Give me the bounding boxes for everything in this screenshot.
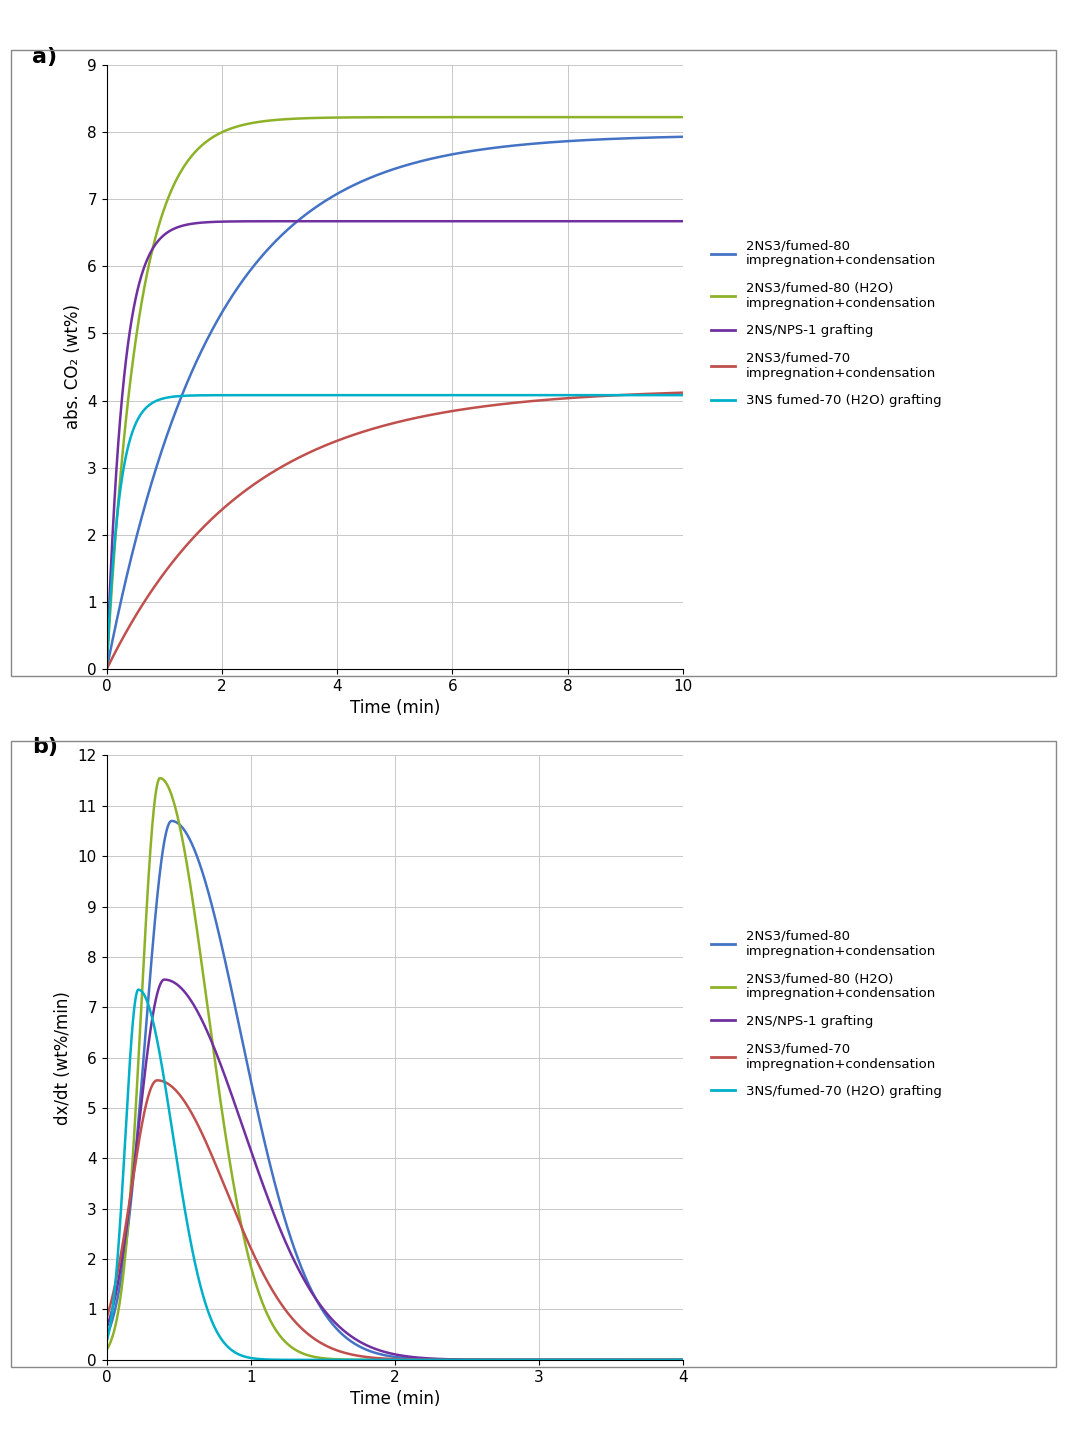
X-axis label: Time (min): Time (min) [350, 699, 440, 718]
X-axis label: Time (min): Time (min) [350, 1390, 440, 1409]
Text: b): b) [32, 737, 58, 757]
Y-axis label: abs. CO₂ (wt%): abs. CO₂ (wt%) [64, 305, 82, 429]
Y-axis label: dx/dt (wt%/min): dx/dt (wt%/min) [54, 990, 73, 1125]
Legend: 2NS3/fumed-80
impregnation+condensation, 2NS3/fumed-80 (H2O)
impregnation+conden: 2NS3/fumed-80 impregnation+condensation,… [706, 235, 946, 413]
Legend: 2NS3/fumed-80
impregnation+condensation, 2NS3/fumed-80 (H2O)
impregnation+conden: 2NS3/fumed-80 impregnation+condensation,… [706, 925, 946, 1104]
Text: a): a) [32, 46, 57, 66]
